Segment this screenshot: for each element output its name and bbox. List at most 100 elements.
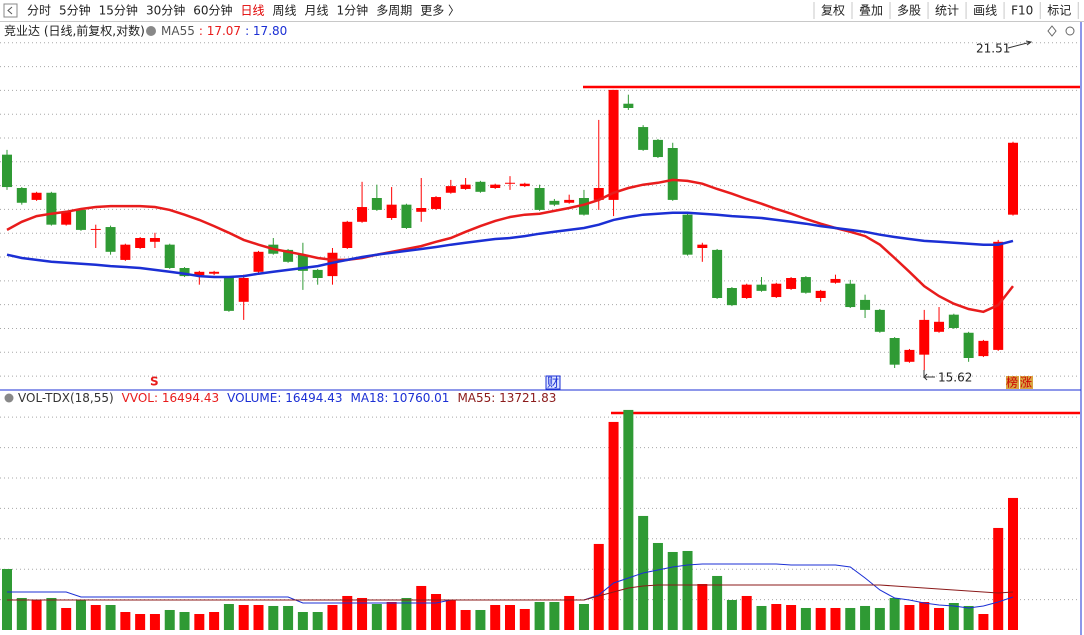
volume-bar [90,605,101,630]
period-tab[interactable]: 1分钟 [337,3,369,18]
volume-bar [490,605,501,630]
tool-button[interactable]: 叠加 [859,4,883,18]
volume-bar [815,607,826,630]
candle-body [179,268,190,277]
volume-bar [667,551,678,630]
volume-bar [120,612,131,630]
period-tab[interactable]: 5分钟 [59,3,91,18]
period-tab[interactable]: 月线 [305,4,329,18]
tool-button[interactable]: 多股 [897,4,921,18]
candle-body [401,204,412,228]
candle-body [505,182,515,184]
volume-bar [756,605,767,630]
indicator-icon[interactable] [146,26,156,36]
candle-body [593,188,604,200]
volume-bar [993,527,1004,630]
event-marker[interactable]: 涨 [1020,375,1032,390]
circle-icon[interactable] [1065,26,1075,36]
candle-body [578,198,589,215]
volume-bar [371,604,382,630]
volume-bar [283,605,294,630]
diamond-icon[interactable] [1047,25,1057,37]
volume-bar [860,605,871,630]
candle-body [948,314,959,328]
ma-line [6,211,1014,279]
volume-bar [623,409,634,630]
indicator-icon[interactable] [4,393,14,403]
candle-body [445,186,456,193]
event-marker[interactable]: 财 [547,376,559,390]
volume-bar [741,595,752,630]
candle-body [919,319,930,355]
candles [2,89,1018,371]
volume-legend: VVOL: 16494.43 [122,391,219,405]
candle-body [800,277,811,293]
period-tab[interactable]: 周线 [273,4,297,18]
volume-bar [460,609,471,630]
volume-bar [800,607,811,630]
candle-body [312,269,323,278]
candle-body [519,183,530,187]
period-tab[interactable]: 60分钟 [193,3,232,18]
back-arrow [7,6,13,15]
volume-bar [135,614,146,630]
candle-body [564,199,575,203]
volume-bar [786,605,797,630]
volume-bar [1008,497,1018,630]
volume-ma-line [7,563,1014,609]
event-marker[interactable]: S [150,375,159,389]
low-arrow [922,370,935,381]
volume-grid [0,416,1080,601]
volume-bar [505,605,515,630]
candle-body [845,283,856,308]
period-tab[interactable]: 更多 〉 [420,4,460,18]
candle-body [357,207,368,222]
period-tab[interactable]: 分时 [27,4,51,18]
candle-body [105,227,116,252]
volume-bar [593,543,604,630]
candle-body [16,188,27,203]
event-box [545,375,561,390]
candle-body [623,103,634,108]
tool-button[interactable]: 画线 [973,4,997,18]
tool-button[interactable]: 统计 [935,4,959,18]
volume-bar [919,601,930,630]
candle-body [135,238,146,248]
tool-button[interactable]: 复权 [821,4,845,18]
candle-body [283,249,294,262]
tool-button[interactable]: F10 [1011,4,1033,18]
tool-button[interactable]: 标记 [1047,4,1071,18]
volume-bar [164,609,175,630]
period-tab[interactable]: 15分钟 [99,3,138,18]
volume-bar [475,609,486,630]
volume-bar [149,614,160,630]
toolbar-bg [0,0,1084,21]
volume-bar [978,614,989,630]
volume-bar [16,597,27,630]
volume-bar [652,542,663,630]
candle-body [786,278,797,289]
candle-body [46,192,57,225]
ma-value: : 17.07 [199,24,241,38]
candle-body [416,208,427,212]
event-marker[interactable]: 榜 [1006,375,1018,390]
candle-body [756,284,767,291]
volume-bar [386,601,397,630]
volume-bar [682,550,693,630]
candle-body [164,244,175,268]
back-icon[interactable] [3,3,18,18]
volume-bar [904,605,915,630]
volume-bar [726,599,737,630]
volume-bar [179,612,190,630]
candle-body [874,309,885,332]
volume-bar [564,595,575,630]
period-tab[interactable]: 多周期 [376,4,412,18]
candle-body [534,188,545,210]
period-tab[interactable]: 日线 [241,4,265,18]
volume-bar [697,583,708,630]
volume-bar [238,605,249,630]
volume-bar [948,603,959,630]
period-tab[interactable]: 30分钟 [146,3,185,18]
